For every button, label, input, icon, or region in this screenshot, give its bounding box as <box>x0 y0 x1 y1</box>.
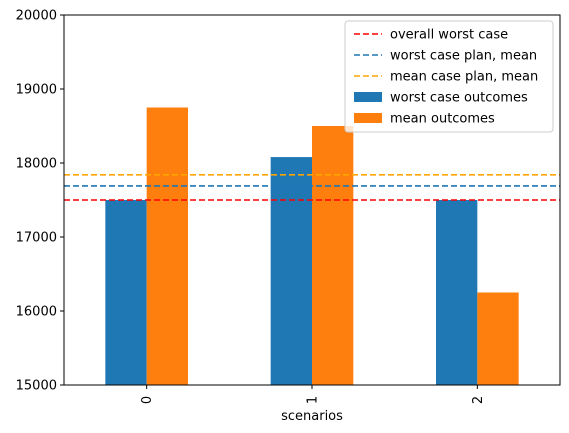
legend-label-mean-case-plan-mean: mean case plan, mean <box>390 70 538 85</box>
bar-worst-case-outcomes-2 <box>436 200 478 385</box>
x-axis: 0 1 2 <box>140 385 486 404</box>
x-tick-label: 1 <box>306 396 321 404</box>
y-axis: 15000 16000 17000 18000 19000 20000 <box>16 9 64 394</box>
bar-mean-outcomes-1 <box>312 126 354 385</box>
y-tick-label: 20000 <box>16 9 57 24</box>
legend-box <box>344 20 554 133</box>
x-tick-label: 0 <box>140 396 155 404</box>
x-tick-label: 2 <box>471 396 486 404</box>
bar-worst-case-outcomes-0 <box>105 200 147 385</box>
bar-mean-outcomes-2 <box>477 292 519 385</box>
y-tick-label: 19000 <box>16 83 57 98</box>
legend-label-worst-case-outcomes: worst case outcomes <box>390 91 528 106</box>
bar-mean-outcomes-0 <box>146 107 188 385</box>
x-axis-label: scenarios <box>281 409 343 424</box>
reference-lines-layer <box>64 174 560 201</box>
bars-layer <box>105 107 519 385</box>
legend-label-mean-outcomes: mean outcomes <box>390 112 495 127</box>
y-tick-label: 16000 <box>16 305 57 320</box>
legend-swatch-mean-outcomes <box>354 113 382 123</box>
y-tick-label: 17000 <box>16 231 57 246</box>
legend-label-overall-worst-case: overall worst case <box>390 28 508 43</box>
legend-swatch-worst-case-outcomes <box>354 92 382 102</box>
bar-worst-case-outcomes-1 <box>270 157 312 385</box>
y-tick-label: 18000 <box>16 157 57 172</box>
y-tick-label: 15000 <box>16 379 57 394</box>
legend-label-worst-case-plan-mean: worst case plan, mean <box>390 49 537 64</box>
legend: overall worst case worst case plan, mean m… <box>344 20 554 133</box>
